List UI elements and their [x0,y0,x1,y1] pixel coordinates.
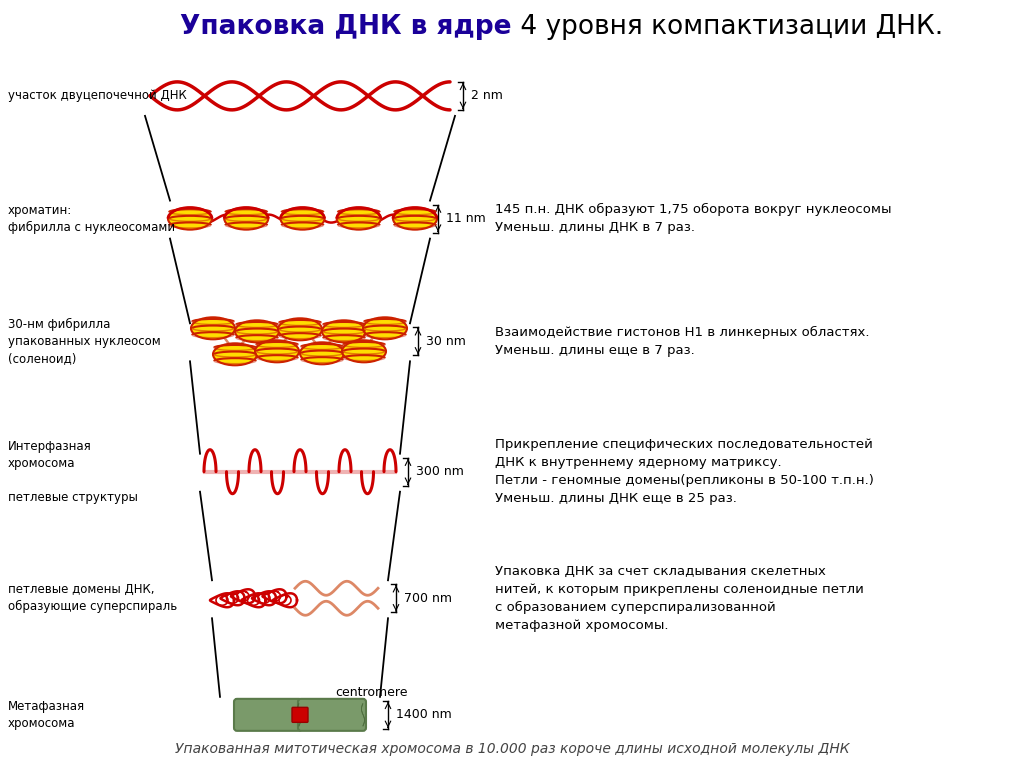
Text: 4 уровня компактизации ДНК.: 4 уровня компактизации ДНК. [512,14,943,40]
Text: Взаимодействие гистонов Н1 в линкерных областях.
Уменьш. длины еще в 7 раз.: Взаимодействие гистонов Н1 в линкерных о… [495,326,869,357]
Text: Метафазная
хромосома: Метафазная хромосома [8,700,85,730]
Ellipse shape [168,208,212,229]
Text: 30-нм фибрилла
упакованных нуклеосом
(соленоид): 30-нм фибрилла упакованных нуклеосом (со… [8,318,161,365]
Text: Интерфазная
хромосома

петлевые структуры: Интерфазная хромосома петлевые структуры [8,439,138,504]
Text: 1400 nm: 1400 nm [396,709,452,721]
Ellipse shape [278,318,322,341]
Ellipse shape [322,321,366,342]
Text: 700 nm: 700 nm [404,592,452,604]
Text: 11 nm: 11 nm [446,212,485,225]
Ellipse shape [362,318,407,339]
Ellipse shape [342,341,386,362]
Text: centromere: centromere [311,686,408,708]
Text: 30 nm: 30 nm [426,335,466,347]
Ellipse shape [281,208,325,229]
Text: участок двуцепочечной ДНК: участок двуцепочечной ДНК [8,90,186,102]
FancyBboxPatch shape [292,707,308,723]
Text: 2 nm: 2 nm [471,90,503,102]
FancyBboxPatch shape [234,699,302,731]
Text: Прикрепление специфических последовательностей
ДНК к внутреннему ядерному матрик: Прикрепление специфических последователь… [495,438,873,505]
Ellipse shape [393,208,437,229]
Ellipse shape [224,208,268,229]
Ellipse shape [213,344,257,365]
Text: Упаковка ДНК в ядре: Упаковка ДНК в ядре [180,14,512,40]
Ellipse shape [337,208,381,229]
Ellipse shape [255,341,299,362]
Ellipse shape [234,321,279,342]
Ellipse shape [300,342,344,364]
Text: 300 nm: 300 nm [416,466,464,478]
Text: 145 п.н. ДНК образуют 1,75 оборота вокруг нуклеосомы
Уменьш. длины ДНК в 7 раз.: 145 п.н. ДНК образуют 1,75 оборота вокру… [495,203,892,234]
Ellipse shape [191,318,234,339]
Text: петлевые домены ДНК,
образующие суперспираль: петлевые домены ДНК, образующие суперспи… [8,583,177,614]
Text: Упакованная митотическая хромосома в 10.000 раз короче длины исходной молекулы Д: Упакованная митотическая хромосома в 10.… [175,742,849,756]
Text: хроматин:
фибрилла с нуклеосомами: хроматин: фибрилла с нуклеосомами [8,203,175,234]
Text: Упаковка ДНК за счет складывания скелетных
нитей, к которым прикреплены соленоид: Упаковка ДНК за счет складывания скелетн… [495,565,864,632]
FancyBboxPatch shape [298,699,366,731]
